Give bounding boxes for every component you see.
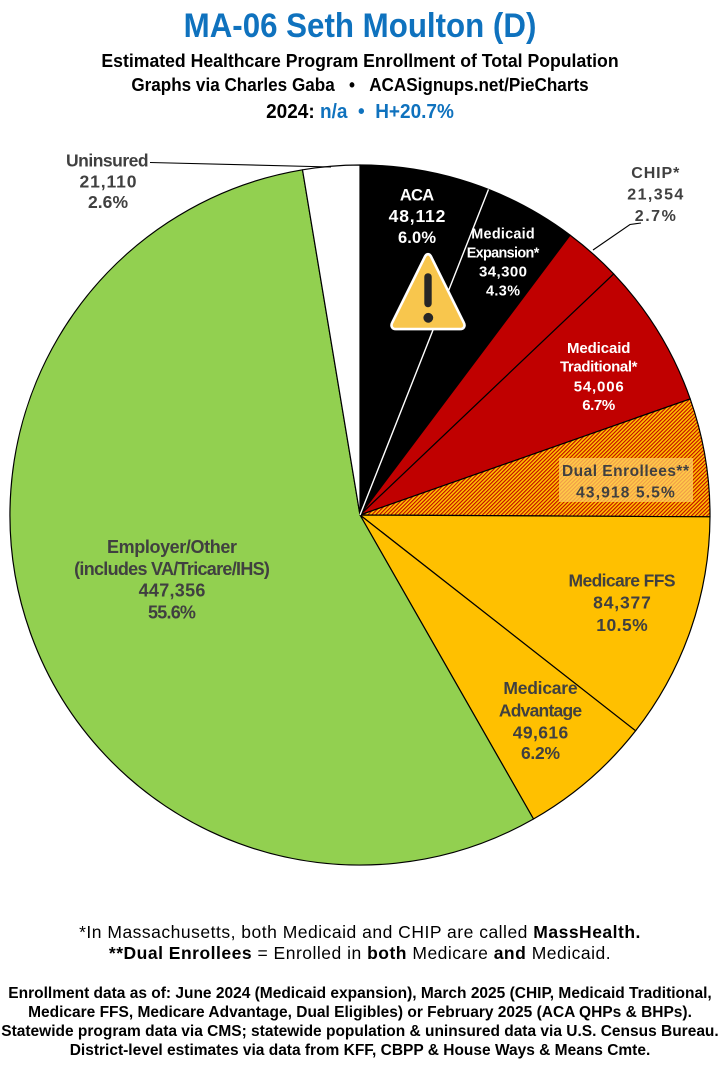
svg-text:4.3%: 4.3% [486,284,520,300]
svg-text:2.7%: 2.7% [635,208,676,225]
svg-text:Uninsured: Uninsured [66,150,149,170]
svg-text:447,356: 447,356 [139,581,206,601]
svg-text:34,300: 34,300 [479,264,527,281]
svg-text:10.5%: 10.5% [596,615,648,635]
svg-text:55.6%: 55.6% [148,602,196,622]
svg-text:2.6%: 2.6% [88,192,128,212]
svg-text:Expansion*: Expansion* [467,246,540,262]
svg-text:21,110: 21,110 [80,171,137,191]
svg-text:54,006: 54,006 [574,379,624,396]
svg-text:Advantage: Advantage [499,701,583,721]
svg-text:6.2%: 6.2% [521,743,560,763]
svg-text:6.0%: 6.0% [398,229,436,247]
svg-text:Employer/Other: Employer/Other [107,537,237,557]
svg-text:6.7%: 6.7% [582,397,615,414]
svg-text:(includes VA/Tricare/IHS): (includes VA/Tricare/IHS) [74,559,270,579]
svg-text:84,377: 84,377 [593,593,651,613]
svg-text:21,354: 21,354 [627,187,683,204]
svg-text:Traditional*: Traditional* [560,359,638,376]
svg-text:Medicaid: Medicaid [567,340,631,357]
svg-text:48,112: 48,112 [389,206,446,226]
svg-text:Medicare FFS: Medicare FFS [569,570,676,590]
svg-text:Medicaid: Medicaid [471,227,534,243]
svg-text:ACA: ACA [400,186,434,204]
svg-text:Dual Enrollees**: Dual Enrollees** [562,463,690,480]
svg-text:Medicare: Medicare [503,678,577,698]
svg-text:CHIP*: CHIP* [631,165,680,182]
svg-text:43,918 5.5%: 43,918 5.5% [576,484,675,501]
svg-text:49,616: 49,616 [513,723,569,743]
